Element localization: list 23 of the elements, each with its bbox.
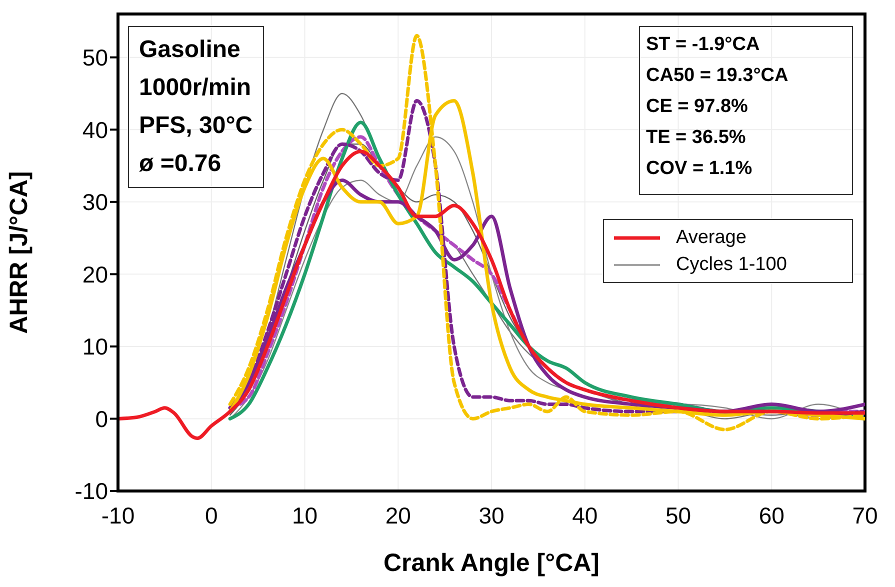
y-tick-label: 20 [82,261,108,288]
y-tick-label: 0 [95,406,108,432]
x-tick-label: 60 [758,502,784,528]
x-tick-label: 70 [852,502,878,528]
annotation: ST = -1.9°CA CA50 = 19.3°CA CE = 97.8% TE = 36.5% COV = 1.1% [639,26,853,195]
y-axis-title: AHRR [J/°CA] [4,171,33,334]
x-tick-label: 40 [572,502,598,528]
y-tick-label: 50 [82,44,108,71]
y-tick-label: 10 [82,334,108,360]
x-tick-label: 20 [385,502,411,528]
y-tick-label: 30 [82,189,108,216]
y-tick-label: 40 [82,116,108,143]
x-tick-label: 30 [478,502,504,528]
y-tick-label: -10 [74,478,108,504]
x-tick-label: 50 [665,502,692,528]
legend-label: Cycles 1-100 [676,254,787,276]
line-series [118,150,865,440]
x-tick-label: 0 [204,502,218,528]
x-tick-label: -10 [101,502,135,528]
x-tick-label: 10 [292,502,318,528]
x-axis-title: Crank Angle [°CA] [383,549,600,577]
annotation: Gasoline 1000r/min PFS, 30°C ø =0.76 [128,26,264,188]
legend-label: Average [676,226,746,248]
